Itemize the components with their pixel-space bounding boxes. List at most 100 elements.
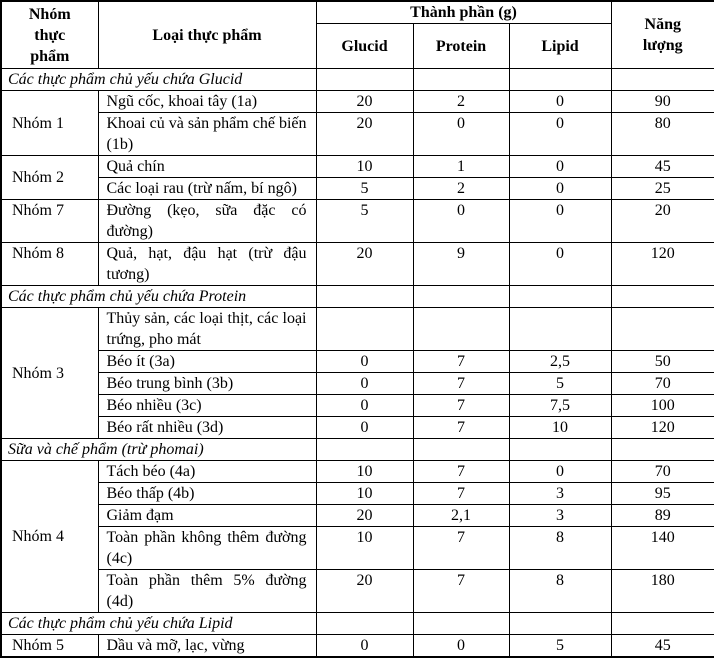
glucid-cell: 0 bbox=[315, 372, 414, 395]
header-food-group: Nhóm thực phẩm bbox=[0, 0, 99, 69]
energy-cell: 70 bbox=[610, 372, 714, 395]
group-cell: Nhóm 7 bbox=[0, 199, 99, 243]
glucid-cell: 0 bbox=[315, 634, 414, 658]
energy-cell: 90 bbox=[610, 90, 714, 113]
protein-cell: 7 bbox=[412, 350, 510, 373]
header-energy: Năng lượng bbox=[610, 0, 714, 69]
header-protein: Protein bbox=[412, 23, 510, 69]
table-row: Béo ít (3a) 0 7 2,5 50 bbox=[1, 350, 714, 373]
table-row: Nhóm 4 Tách béo (4a) 10 7 0 70 bbox=[0, 460, 714, 613]
lipid-cell: 5 bbox=[508, 634, 612, 658]
empty-cell bbox=[610, 285, 714, 308]
food-type-cell: Béo thấp (4b) bbox=[97, 482, 317, 505]
empty-cell bbox=[508, 285, 612, 308]
table-row: Nhóm 7 Đường (kẹo, sữa đặc có đường) 5 0… bbox=[0, 199, 714, 243]
food-type-cell: Béo rất nhiều (3d) bbox=[97, 416, 317, 439]
food-type-cell: Giảm đạm bbox=[97, 504, 317, 527]
header-lipid: Lipid bbox=[508, 23, 612, 69]
section-row-milk: Sữa và chế phẩm (trừ phomai) bbox=[0, 438, 714, 461]
protein-cell: 7 bbox=[412, 394, 510, 417]
energy-cell: 140 bbox=[610, 526, 714, 570]
lipid-cell: 5 bbox=[508, 372, 612, 395]
glucid-cell: 5 bbox=[315, 177, 414, 200]
protein-cell: 7 bbox=[412, 482, 510, 505]
lipid-cell: 0 bbox=[508, 112, 612, 156]
table-row: Nhóm 8 Quả, hạt, đậu hạt (trừ đậu tương)… bbox=[0, 242, 714, 286]
table-row: Béo rất nhiều (3d) 0 7 10 120 bbox=[1, 416, 714, 439]
empty-cell bbox=[412, 438, 510, 461]
lipid-cell: 2,5 bbox=[508, 350, 612, 373]
lipid-cell: 3 bbox=[508, 482, 612, 505]
lipid-cell: 0 bbox=[508, 155, 612, 178]
section-label: Các thực phẩm chủ yếu chứa Glucid bbox=[0, 68, 317, 91]
header-row-sub: Glucid Protein Lipid bbox=[1, 23, 714, 69]
section-row-lipid: Các thực phẩm chủ yếu chứa Lipid bbox=[0, 612, 714, 635]
glucid-cell: 5 bbox=[315, 199, 414, 243]
header-row-top: Nhóm thực phẩm Loại thực phẩm Thành phần… bbox=[0, 0, 714, 69]
glucid-cell: 20 bbox=[315, 90, 414, 113]
header-composition: Thành phần (g) bbox=[315, 0, 612, 24]
empty-cell bbox=[412, 612, 510, 635]
table-row: Nhóm 3 Thủy sản, các loại thịt, các loại… bbox=[0, 307, 714, 439]
protein-cell: 0 bbox=[412, 199, 510, 243]
food-type-cell: Béo trung bình (3b) bbox=[97, 372, 317, 395]
lipid-cell: 8 bbox=[508, 526, 612, 570]
glucid-cell: 20 bbox=[315, 242, 414, 286]
group-cell: Nhóm 8 bbox=[0, 242, 99, 286]
protein-cell: 2,1 bbox=[412, 504, 510, 527]
energy-cell: 89 bbox=[610, 504, 714, 527]
empty-cell bbox=[508, 68, 612, 91]
table-row: Giảm đạm 20 2,1 3 89 bbox=[1, 504, 714, 527]
protein-cell: 2 bbox=[412, 177, 510, 200]
protein-cell: 1 bbox=[412, 155, 510, 178]
energy-cell: 80 bbox=[610, 112, 714, 156]
protein-cell: 2 bbox=[412, 90, 510, 113]
table-row: Khoai củ và sản phẩm chế biến (1b) 20 0 … bbox=[1, 112, 714, 156]
protein-cell: 7 bbox=[412, 416, 510, 439]
protein-cell: 0 bbox=[412, 112, 510, 156]
section-row-glucid: Các thực phẩm chủ yếu chứa Glucid bbox=[0, 68, 714, 91]
energy-cell: 180 bbox=[610, 569, 714, 613]
glucid-cell: 10 bbox=[315, 482, 414, 505]
glucid-cell: 20 bbox=[315, 504, 414, 527]
group-cell: Nhóm 3 bbox=[0, 307, 99, 439]
empty-cell bbox=[315, 285, 414, 308]
food-type-cell: Béo nhiều (3c) bbox=[97, 394, 317, 417]
energy-cell: 45 bbox=[610, 634, 714, 658]
header-glucid: Glucid bbox=[315, 23, 414, 69]
table-row: Béo nhiều (3c) 0 7 7,5 100 bbox=[1, 394, 714, 417]
energy-cell: 25 bbox=[610, 177, 714, 200]
energy-cell: 120 bbox=[610, 242, 714, 286]
empty-cell bbox=[315, 612, 414, 635]
food-type-cell: Quả chín bbox=[97, 155, 317, 178]
energy-cell: 70 bbox=[610, 460, 714, 483]
glucid-cell: 10 bbox=[315, 460, 414, 483]
glucid-cell: 0 bbox=[315, 416, 414, 439]
lipid-cell: 3 bbox=[508, 504, 612, 527]
protein-cell: 7 bbox=[412, 372, 510, 395]
section-label: Các thực phẩm chủ yếu chứa Protein bbox=[0, 285, 317, 308]
protein-cell: 7 bbox=[412, 526, 510, 570]
lipid-cell: 8 bbox=[508, 569, 612, 613]
empty-cell bbox=[610, 612, 714, 635]
food-type-cell: Tách béo (4a) bbox=[97, 460, 317, 483]
group-cell: Nhóm 2 bbox=[0, 155, 99, 200]
glucid-cell: 0 bbox=[315, 350, 414, 373]
energy-cell: 120 bbox=[610, 416, 714, 439]
group-cell: Nhóm 1 bbox=[0, 90, 99, 156]
group-cell: Nhóm 5 bbox=[0, 634, 99, 658]
lipid-cell: 7,5 bbox=[508, 394, 612, 417]
table-row: Các loại rau (trừ nấm, bí ngô) 5 2 0 25 bbox=[1, 177, 714, 200]
lipid-cell: 0 bbox=[508, 90, 612, 113]
energy-cell: 45 bbox=[610, 155, 714, 178]
table-row: Toàn phần không thêm đường (4c) 10 7 8 1… bbox=[1, 526, 714, 570]
energy-cell: 50 bbox=[610, 350, 714, 373]
food-type-cell: Quả, hạt, đậu hạt (trừ đậu tương) bbox=[97, 242, 317, 286]
group-cell: Nhóm 4 bbox=[0, 460, 99, 613]
food-type-cell: Đường (kẹo, sữa đặc có đường) bbox=[97, 199, 317, 243]
food-type-cell: Béo ít (3a) bbox=[97, 350, 317, 373]
glucid-cell: 10 bbox=[315, 155, 414, 178]
empty-cell bbox=[610, 438, 714, 461]
food-type-cell: Toàn phần không thêm đường (4c) bbox=[97, 526, 317, 570]
